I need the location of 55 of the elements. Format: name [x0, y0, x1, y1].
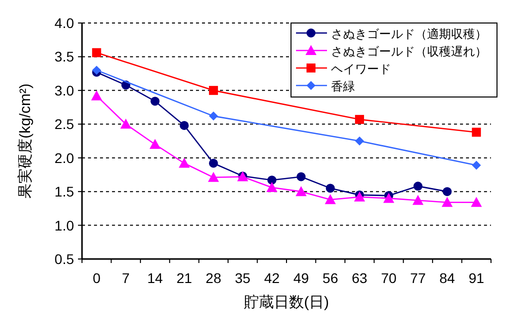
point	[91, 90, 102, 100]
x-tick-label: 91	[468, 270, 484, 286]
y-axis-title: 果実硬度(kg/cm²)	[17, 84, 34, 198]
x-tick-label: 63	[352, 270, 368, 286]
point	[355, 114, 364, 124]
y-tick-label: 4.0	[54, 15, 74, 31]
y-tick-label: 3.5	[54, 48, 74, 65]
point	[442, 187, 452, 196]
point	[92, 48, 102, 58]
x-tick-label: 56	[322, 270, 338, 286]
point	[178, 158, 190, 168]
x-tick-label: 84	[439, 270, 456, 286]
point	[413, 182, 422, 191]
x-tick-label: 28	[206, 270, 222, 286]
legend-label: さぬきゴールド（収穫遅れ）	[331, 44, 487, 58]
point	[326, 184, 335, 193]
point	[208, 158, 218, 168]
y-tick-label: 0.5	[54, 251, 74, 267]
point	[208, 86, 218, 95]
point	[120, 118, 132, 129]
legend-label: ヘイワード	[331, 62, 391, 76]
point	[296, 172, 306, 182]
x-tick-label: 77	[410, 270, 426, 286]
x-tick-label: 42	[264, 270, 280, 286]
point	[208, 172, 219, 182]
x-tick-label: 70	[380, 270, 397, 286]
point	[412, 194, 424, 205]
point	[324, 194, 336, 204]
y-tick-label: 3.0	[54, 82, 74, 98]
legend-label: 香緑	[331, 80, 355, 94]
point	[267, 176, 276, 185]
legend-label: さぬきゴールド（適期収穫）	[331, 27, 487, 41]
y-tick-label: 1.0	[54, 217, 74, 234]
point	[470, 196, 482, 207]
point	[150, 96, 160, 106]
point	[180, 120, 189, 130]
point	[472, 160, 481, 170]
x-axis-title: 貯蔵日数(日)	[244, 294, 329, 311]
point	[442, 196, 453, 207]
point	[383, 192, 394, 203]
x-tick-label: 21	[176, 270, 192, 286]
x-tick-label: 7	[122, 270, 130, 286]
y-tick-label: 2.5	[54, 116, 74, 132]
point	[355, 136, 364, 146]
point	[150, 138, 161, 149]
y-tick-label: 2.0	[54, 150, 74, 166]
point	[296, 186, 307, 196]
y-tick-label: 1.5	[54, 184, 74, 200]
point	[472, 128, 481, 137]
point	[266, 182, 278, 192]
x-tick-label: 0	[92, 270, 101, 286]
x-tick-label: 49	[293, 270, 310, 286]
x-tick-label: 14	[147, 270, 164, 286]
x-tick-label: 35	[234, 270, 251, 286]
point	[208, 112, 218, 121]
